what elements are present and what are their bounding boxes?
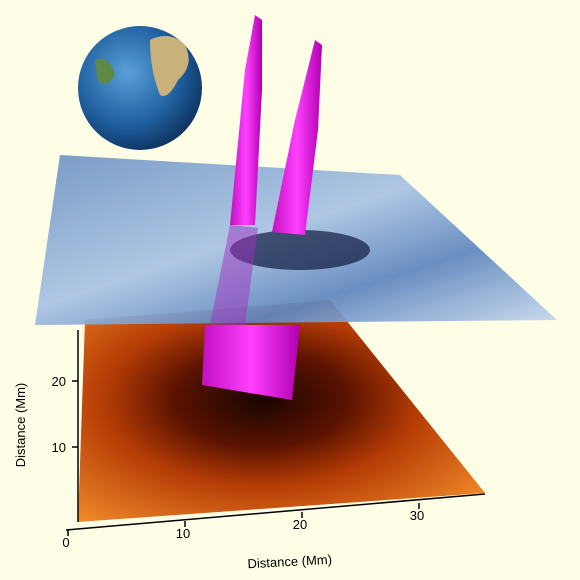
sunspot [230, 230, 370, 270]
x-tick-label: 30 [410, 508, 424, 523]
x-axis-line [65, 493, 486, 531]
y-axis-label: Distance (Mm) [13, 383, 28, 468]
x-tick-label: 20 [293, 517, 307, 532]
earth [78, 26, 202, 150]
x-tick-label: 0 [62, 535, 69, 550]
y-tick-label: 10 [52, 440, 66, 455]
x-tick-label: 10 [176, 526, 190, 541]
axes [65, 330, 486, 531]
flux-tube [272, 40, 322, 235]
flux-tube-through [210, 225, 258, 325]
flux-tube-base [202, 325, 300, 400]
x-axis-label: Distance (Mm) [247, 552, 332, 571]
y-tick-label: 20 [52, 374, 66, 389]
flux-tube [230, 15, 262, 225]
lower-plane [78, 300, 485, 522]
